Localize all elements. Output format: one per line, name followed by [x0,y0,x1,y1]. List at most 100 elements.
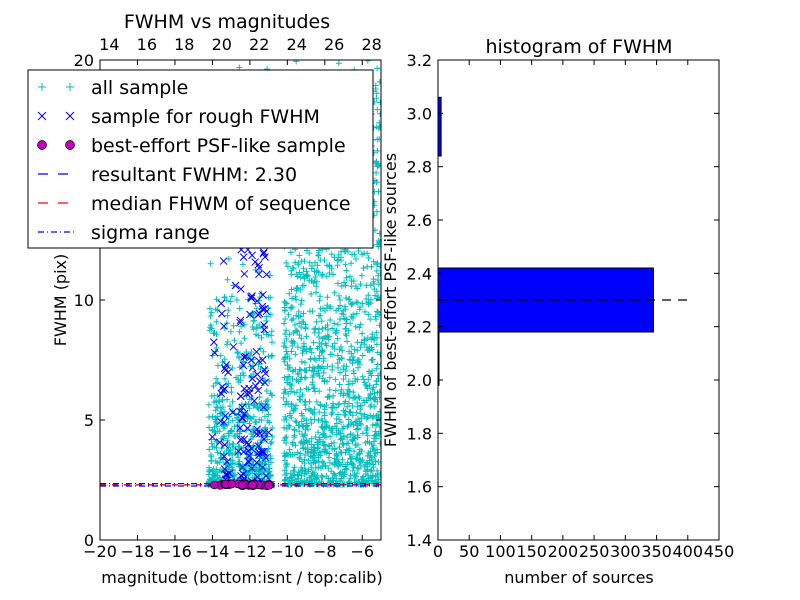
all-sample-point [310,385,317,392]
all-sample-point [372,313,379,320]
all-sample-point [340,432,347,439]
all-sample-point [374,277,381,284]
all-sample-point [311,444,318,451]
all-sample-point [376,238,381,245]
rough-sample-point [219,386,228,394]
all-sample-point [250,442,257,449]
all-sample-point [224,276,231,283]
rough-sample-point [252,458,261,467]
all-sample-point [366,382,373,389]
rough-sample-point [236,316,245,325]
all-sample-point [212,407,219,414]
all-sample-point [338,386,345,393]
legend-entry: sigma range [38,222,210,244]
all-sample-point [229,417,236,424]
all-sample-point [367,316,374,323]
all-sample-point [240,372,247,379]
all-sample-point [324,394,331,401]
all-sample-point [301,430,308,437]
all-sample-point [350,395,357,402]
all-sample-point [338,248,345,255]
all-sample-point [375,375,381,382]
all-sample-point [343,440,350,447]
histogram-ylabel: FWHM of best-effort PSF-like sources [381,153,400,447]
all-sample-point [283,327,290,334]
all-sample-point [235,376,242,383]
all-sample-point [211,329,218,336]
all-sample-point [234,415,241,422]
all-sample-point [295,261,302,268]
all-sample-point [338,418,345,425]
all-sample-point [301,367,308,374]
all-sample-point [368,440,375,447]
all-sample-point [287,451,294,458]
all-sample-point [302,325,309,332]
all-sample-point [316,373,323,380]
y-tick-label: 3.0 [407,104,432,123]
psf-sample-point [227,479,236,489]
y-tick-label: 10 [74,291,94,310]
all-sample-point [350,367,357,374]
all-sample-point [211,399,218,406]
all-sample-point [350,389,357,396]
all-sample-point [266,378,273,385]
all-sample-point [296,269,303,276]
all-sample-point [358,402,365,409]
y-tick-label: 0 [84,531,94,550]
all-sample-point [332,376,339,383]
all-sample-point [350,421,357,428]
all-sample-point [268,328,275,335]
all-sample-point [291,432,298,439]
all-sample-point [280,394,287,401]
y-tick-label: 2.2 [407,318,432,337]
all-sample-point [304,272,311,279]
all-sample-point [282,315,289,322]
all-sample-point [234,349,241,356]
all-sample-point [319,335,326,342]
all-sample-point [325,465,332,472]
all-sample-point [342,367,349,374]
all-sample-point [352,256,359,263]
rough-sample-point [238,403,247,412]
all-sample-point [367,392,374,399]
rough-sample-point [220,440,229,449]
all-sample-point [349,360,356,367]
all-sample-point [303,420,310,427]
all-sample-point [248,430,255,437]
all-sample-point [373,158,380,165]
all-sample-point [286,446,293,453]
all-sample-point [235,460,242,467]
histogram-ticks: 0 50 100 150 200 250 300 350 400 450 1.4 1.6 1.8 2.0 2… [407,51,735,561]
all-sample-point [255,361,262,368]
all-sample-point [213,345,220,352]
all-sample-point [283,259,290,266]
all-sample-point [348,313,355,320]
all-sample-point [229,364,236,371]
all-sample-point [291,321,298,328]
all-sample-point [376,124,381,131]
all-sample-point [206,468,213,475]
all-sample-point [359,352,366,359]
rough-sample-point [252,348,261,356]
all-sample-point [331,254,338,261]
all-sample-point [260,348,267,355]
rough-sample-point [259,448,268,456]
all-sample-point [305,426,312,433]
all-sample-point [282,413,289,420]
x-tick-label: −20 [83,542,117,561]
all-sample-point [364,460,371,467]
all-sample-point [313,283,320,290]
all-sample-point [227,328,234,335]
all-sample-point [337,436,344,443]
legend-entry: best-effort PSF-like sample [37,135,346,157]
all-sample-point [302,398,309,405]
x-tick-label: −12 [233,542,267,561]
all-sample-point [211,392,218,399]
all-sample-point [359,373,366,380]
all-sample-point [293,287,300,294]
all-sample-point [322,340,329,347]
rough-sample-point [239,253,248,261]
all-sample-point [226,413,233,420]
all-sample-point [372,316,379,323]
all-sample-point [363,296,370,303]
